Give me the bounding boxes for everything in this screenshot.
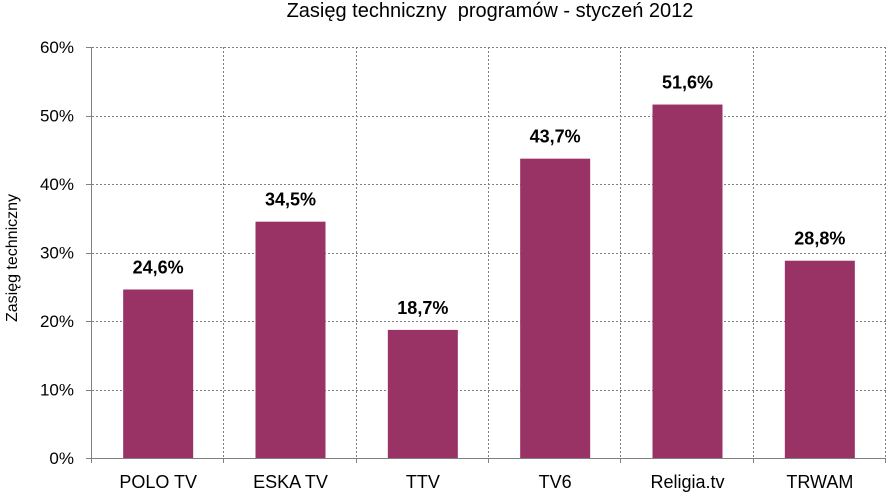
bar [784,260,855,458]
gridlines [92,47,886,458]
x-tick-label: TTV [406,472,440,492]
data-label: 24,6% [133,257,184,277]
bar [255,221,326,458]
data-label: 51,6% [662,73,713,93]
y-tick-label: 60% [40,38,74,57]
bars [123,104,855,458]
bar [652,104,723,458]
y-tick-label: 30% [40,244,74,263]
y-axis-label: Zasięg techniczny [4,194,21,322]
y-tick-label: 0% [49,449,74,468]
data-label: 18,7% [397,298,448,318]
y-tick-labels: 0% 10% 20% 30% 40% 50% 60% [40,38,74,468]
x-tick-label: Religia.tv [650,472,724,492]
x-tick-label: POLO TV [119,472,197,492]
data-label: 43,7% [530,127,581,147]
x-tick-label: TRWAM [786,472,853,492]
x-tick-labels: POLO TV ESKA TV TTV TV6 Religia.tv TRWAM [119,472,853,492]
bar [387,329,458,458]
chart-title: Zasięg techniczny programów - styczeń 20… [287,0,694,22]
y-tick-label: 50% [40,107,74,126]
x-tick-label: ESKA TV [253,472,328,492]
data-label: 34,5% [265,190,316,210]
data-labels: 24,6% 34,5% 18,7% 43,7% 51,6% 28,8% [133,73,846,318]
bar [123,289,194,458]
y-tick-label: 40% [40,175,74,194]
axes [86,47,886,463]
bar [520,158,591,458]
y-tick-label: 10% [40,381,74,400]
data-label: 28,8% [794,229,845,249]
y-tick-label: 20% [40,312,74,331]
x-tick-label: TV6 [539,472,572,492]
